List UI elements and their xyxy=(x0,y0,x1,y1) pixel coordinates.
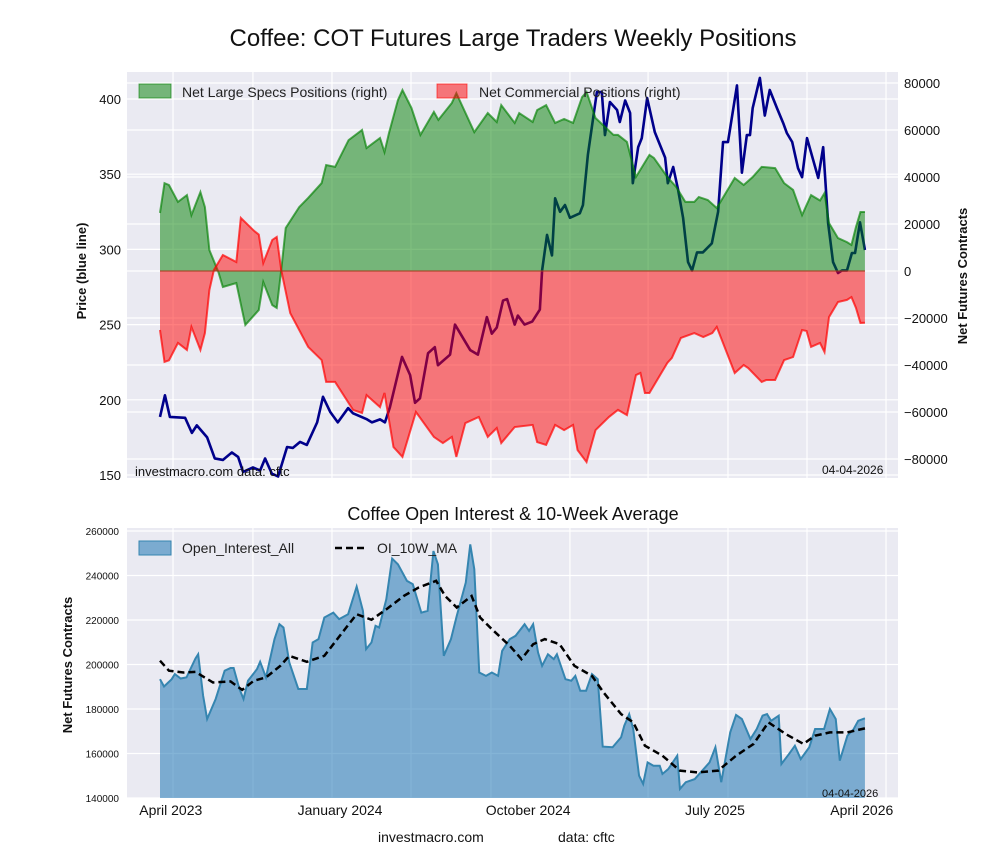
right-tick-label: 40000 xyxy=(904,170,940,185)
left-tick-label: 250 xyxy=(99,318,121,333)
oi-area xyxy=(160,544,865,798)
right-tick-label: 0 xyxy=(904,264,911,279)
legend-swatch-specs xyxy=(138,83,172,99)
legend-swatch-oi xyxy=(138,540,172,556)
oi-y-tick-label: 180000 xyxy=(86,705,120,716)
main-title: Coffee: COT Futures Large Traders Weekly… xyxy=(230,25,797,52)
top-watermark: investmacro.com data: cftc xyxy=(135,464,290,479)
oi-y-tick-label: 240000 xyxy=(86,572,120,583)
specs-line xyxy=(159,87,865,328)
oi-y-ticks: 140000 160000 180000 200000 220000 240000 2600… xyxy=(86,527,120,805)
oi-y-tick-label: 200000 xyxy=(86,661,120,672)
right-tick-label: −60000 xyxy=(904,405,948,420)
oi-y-axis-label: Net Futures Contracts xyxy=(60,597,75,734)
right-axis-label: Net Futures Contracts xyxy=(955,208,970,345)
right-tick-label: −40000 xyxy=(904,358,948,373)
legend-swatch-commercial xyxy=(436,83,468,99)
left-tick-label: 150 xyxy=(99,468,121,483)
right-tick-label: 60000 xyxy=(904,123,940,138)
oi-title: Coffee Open Interest & 10-Week Average xyxy=(347,504,678,524)
legend-label-commercial: Net Commercial Positions (right) xyxy=(479,84,681,100)
specs-area xyxy=(160,90,865,326)
bottom-legend: Open_Interest_All OI_10W_MA xyxy=(138,540,458,556)
oi-y-tick-label: 140000 xyxy=(86,794,120,805)
top-date-label: 04-04-2026 xyxy=(822,463,884,477)
commercial-area xyxy=(160,217,865,463)
footer-source: data: cftc xyxy=(558,829,615,845)
footer-site: investmacro.com xyxy=(378,829,484,845)
positions-layer xyxy=(159,87,865,465)
left-tick-label: 400 xyxy=(99,92,121,107)
oi-x-ticks: April 2023 January 2024 October 2024 July 2… xyxy=(139,802,893,818)
legend-label-oi: Open_Interest_All xyxy=(182,540,294,556)
left-axis-ticks: 150 200 250 300 350 400 xyxy=(99,92,121,483)
right-tick-label: 80000 xyxy=(904,76,940,91)
commercial-line xyxy=(159,215,865,465)
right-tick-label: −20000 xyxy=(904,311,948,326)
oi-x-tick-label: July 2025 xyxy=(685,802,745,818)
legend-label-specs: Net Large Specs Positions (right) xyxy=(182,84,387,100)
left-tick-label: 350 xyxy=(99,167,121,182)
oi-y-tick-label: 220000 xyxy=(86,616,120,627)
top-legend: Net Large Specs Positions (right) Net Co… xyxy=(138,83,681,100)
left-axis-label: Price (blue line) xyxy=(74,223,89,320)
oi-x-tick-label: April 2026 xyxy=(830,802,893,818)
right-axis-ticks: −80000 −60000 −40000 −20000 0 20000 40000 60000… xyxy=(904,76,948,467)
oi-line xyxy=(159,544,866,792)
left-tick-label: 300 xyxy=(99,242,121,257)
oi-x-tick-label: April 2023 xyxy=(139,802,202,818)
oi-x-tick-label: January 2024 xyxy=(298,802,383,818)
oi-layer xyxy=(159,544,866,798)
right-tick-label: 20000 xyxy=(904,217,940,232)
legend-label-ma: OI_10W_MA xyxy=(377,540,458,556)
oi-y-tick-label: 260000 xyxy=(86,527,120,538)
right-tick-label: −80000 xyxy=(904,452,948,467)
bottom-date-label: 04-04-2026 xyxy=(822,788,878,800)
left-tick-label: 200 xyxy=(99,393,121,408)
oi-y-tick-label: 160000 xyxy=(86,750,120,761)
oi-x-tick-label: October 2024 xyxy=(486,802,571,818)
